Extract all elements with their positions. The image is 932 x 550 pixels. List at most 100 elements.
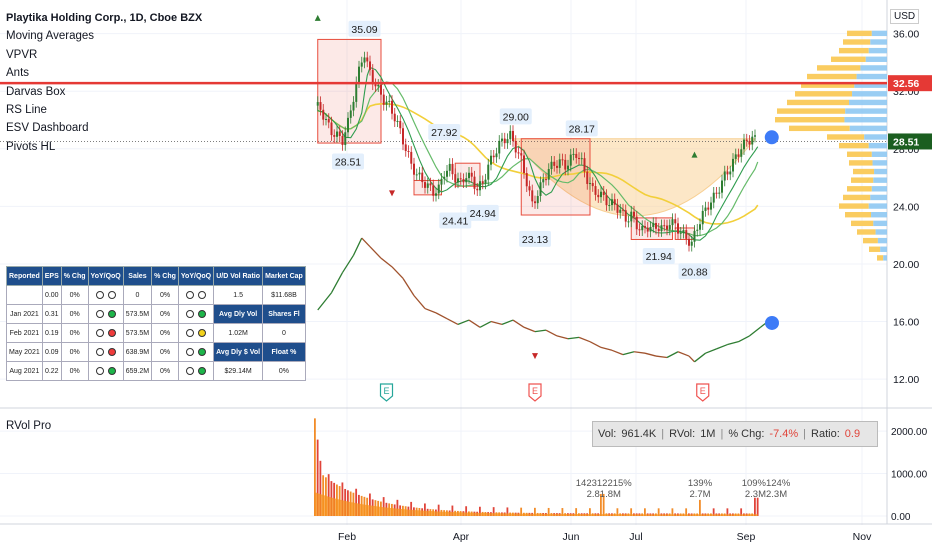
candle-body [729, 171, 732, 175]
volume-axis-tick: 1000.00 [891, 470, 928, 481]
candle-body [468, 172, 470, 179]
candle-body [476, 188, 479, 191]
vpvr-bar-up [851, 220, 874, 227]
candle-body [699, 224, 701, 230]
vpvr-bar-up [849, 160, 873, 166]
rvol-annotation-pct: 139% [688, 478, 713, 489]
indicator-esv-dashboard[interactable]: ESV Dashboard [6, 122, 89, 135]
candle-body [556, 165, 558, 168]
status-dot-icon [95, 291, 104, 299]
candle-body [490, 155, 492, 165]
stats-cell-col9: Float % [262, 342, 306, 362]
candle-body [355, 82, 358, 102]
rs-line-segment [578, 336, 591, 343]
candle-body [657, 228, 660, 232]
stats-cell-reported: May 2021 [6, 342, 43, 362]
candle-body [704, 207, 707, 211]
candle-body [732, 158, 734, 172]
candle-body [644, 226, 646, 228]
candle-body [737, 154, 740, 157]
candle-body [459, 178, 462, 180]
candle-body [440, 178, 443, 185]
stats-cell-col8: Avg Dly $ Vol [213, 342, 264, 362]
candle-body [347, 117, 349, 133]
symbol-title[interactable]: Playtika Holding Corp., 1D, Cboe BZX [6, 12, 203, 24]
stats-cell-reported: Jan 2021 [6, 304, 43, 324]
volume-bar [316, 439, 319, 516]
candle-body [462, 179, 465, 183]
pivot-label: 24.41 [442, 215, 468, 227]
pivot-label-bg [466, 204, 499, 221]
candle-body [754, 135, 756, 137]
rs-line-segment [330, 272, 344, 294]
status-dot-icon [198, 291, 207, 299]
ants-arrow-icon [389, 190, 395, 197]
candle-body [569, 154, 572, 166]
status-dot-icon [107, 291, 116, 299]
yoy-qoq-indicators [87, 342, 124, 362]
candle-body [635, 216, 638, 230]
candle-body [701, 210, 704, 225]
vpvr-bar-up [789, 125, 850, 132]
candle-body [633, 211, 635, 217]
pivot-label: 28.51 [335, 156, 361, 168]
status-dot-icon [107, 329, 116, 337]
rs-line-segment [644, 352, 657, 357]
indicator-ants[interactable]: Ants [6, 67, 30, 80]
candle-body [726, 171, 729, 175]
stats-cell-chg1: 0% [60, 323, 89, 343]
candle-body [344, 132, 347, 146]
currency-selector[interactable]: USD [890, 9, 920, 24]
rs-line-segment [727, 341, 739, 346]
vpvr-histogram [775, 30, 887, 261]
candle-body [578, 157, 580, 159]
candle-body [432, 185, 435, 196]
ants-arrow-icon [314, 14, 321, 21]
pivot-label-bg [332, 153, 364, 170]
stats-cell-chg1: 0% [60, 361, 89, 381]
candle-body [495, 153, 498, 158]
volume-bar [740, 508, 743, 516]
status-dot-icon [107, 310, 116, 318]
candle-body [715, 192, 718, 194]
vpvr-bar-down [871, 30, 887, 37]
indicator-darvas-box[interactable]: Darvas Box [6, 85, 66, 98]
vpvr-bar-up [843, 194, 871, 201]
rs-line-segment [479, 320, 492, 328]
indicator-rs-line[interactable]: RS Line [6, 104, 47, 117]
rvol-chg-label: % Chg: [728, 428, 765, 440]
time-axis-tick: Jul [629, 531, 642, 543]
status-dot-icon [186, 348, 195, 356]
vpvr-bar-up [801, 82, 855, 88]
pivot-label: 24.94 [470, 208, 496, 220]
volume-bar [424, 503, 426, 516]
status-dot-icon [186, 367, 195, 375]
indicator-moving-averages[interactable]: Moving Averages [6, 30, 95, 43]
vpvr-bar-up [863, 237, 878, 244]
candle-body [377, 84, 380, 87]
stats-cell-sales: 0 [122, 285, 153, 305]
indicator-vpvr[interactable]: VPVR [6, 48, 38, 61]
candle-body [523, 155, 525, 174]
rvol-pane-title[interactable]: RVol Pro [6, 420, 52, 432]
stats-cell-col9: $11.68B [262, 285, 306, 305]
candle-body [487, 164, 490, 180]
vpvr-bar-up [847, 186, 872, 192]
candle-body [451, 163, 454, 175]
candle-body [435, 193, 437, 196]
rs-level-badge-label: 32.56 [893, 78, 919, 90]
indicator-pivots-hl[interactable]: Pivots HL [6, 140, 56, 153]
candle-body [358, 66, 360, 83]
stats-row: 0.00 0% 0 0% 1.5 $11.68B [6, 285, 306, 305]
volume-bar [561, 508, 564, 516]
stats-cell-sales: 573.5M [122, 323, 153, 343]
price-axis-tick: 12.00 [893, 374, 919, 386]
esv-dashboard-table: Reported EPS% Chg YoY/QoQ Sales% Chg YoY/QoQ… [6, 266, 306, 381]
candle-body [542, 179, 545, 183]
stats-cell-chg1: 0% [60, 342, 89, 362]
vpvr-bar-down [854, 82, 887, 88]
rs-line-segment [611, 349, 624, 356]
candle-body [385, 101, 388, 105]
volume-bar [520, 507, 523, 516]
candle-body [652, 223, 655, 227]
